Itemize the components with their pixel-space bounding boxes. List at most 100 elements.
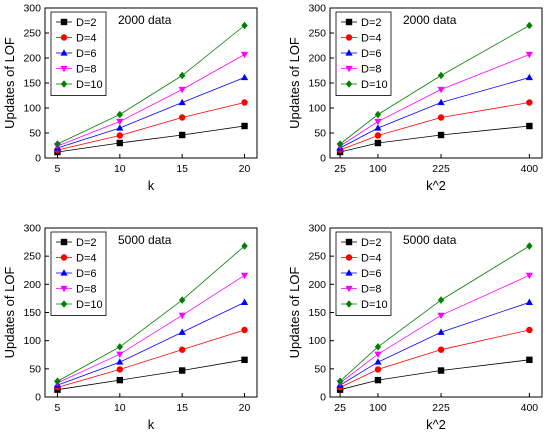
legend-marker (345, 49, 353, 56)
y-tick-label: 200 (23, 279, 41, 291)
legend-label: D=6 (76, 268, 97, 280)
y-tick-label: 200 (23, 53, 41, 65)
x-tick-label: 25 (334, 402, 346, 414)
x-tick-label: 5 (55, 402, 61, 414)
data-point-D=4 (116, 132, 124, 139)
x-axis-title: k^2 (426, 178, 446, 193)
legend-box (335, 11, 392, 96)
x-tick-label: 225 (432, 163, 450, 175)
chart-panel-2: 0 50 100 150 200 250 300 25 100 225 400 k^2 Updates … (287, 3, 543, 193)
data-point-D=10 (374, 110, 382, 119)
y-tick-label: 200 (308, 53, 326, 65)
legend-marker (60, 80, 68, 88)
legend-marker (60, 65, 68, 73)
data-point-D=4 (374, 366, 382, 373)
series-line-D=10 (57, 25, 245, 145)
legend-marker (60, 285, 68, 293)
x-tick-label: 25 (334, 163, 346, 175)
data-point-D=4 (178, 346, 186, 353)
data-point-D=4 (241, 326, 248, 334)
data-point-D=2 (241, 356, 248, 364)
x-tick-label: 400 (521, 402, 539, 414)
data-point-D=8 (437, 312, 445, 320)
series-line-D=6 (57, 77, 245, 149)
data-point-D=2 (374, 139, 382, 147)
y-tick-label: 50 (29, 128, 41, 140)
data-point-D=6 (240, 298, 249, 305)
y-tick-label: 250 (308, 251, 326, 263)
legend-marker (345, 238, 353, 246)
data-point-D=10 (336, 140, 344, 148)
legend-label: D=2 (76, 237, 97, 249)
data-point-D=6 (240, 73, 249, 81)
chart-annotation: 2000 data (403, 13, 457, 27)
legend-marker (60, 254, 68, 261)
y-tick-label: 150 (23, 78, 41, 90)
y-tick-label: 250 (23, 28, 41, 40)
data-point-D=4 (241, 99, 248, 106)
y-tick-label: 100 (23, 335, 41, 347)
legend-marker (345, 34, 353, 41)
data-point-D=2 (241, 122, 248, 130)
y-axis-title: Updates of LOF (287, 267, 302, 359)
legend-label: D=6 (76, 48, 97, 60)
y-tick-label: 50 (314, 363, 326, 375)
data-point-D=8 (374, 118, 382, 126)
data-point-D=6 (374, 124, 382, 131)
chart-annotation: 5000 data (118, 233, 172, 247)
data-point-D=6 (525, 73, 533, 81)
x-axis-title: k^2 (426, 417, 446, 432)
y-tick-label: 150 (23, 307, 41, 319)
series-line-D=4 (339, 329, 530, 388)
data-point-D=6 (437, 98, 445, 106)
data-point-D=2 (437, 131, 445, 139)
y-tick-label: 300 (308, 3, 326, 15)
data-point-D=8 (525, 51, 533, 59)
data-point-D=8 (178, 86, 186, 94)
data-point-D=10 (241, 21, 248, 30)
legend-label: D=4 (361, 253, 382, 265)
x-axis-title: k (148, 178, 155, 193)
legend-marker (345, 65, 353, 73)
legend-label: D=4 (76, 253, 97, 265)
series-line-D=2 (340, 125, 530, 153)
legend-marker (345, 18, 353, 26)
legend-marker (60, 269, 68, 276)
data-point-D=10 (241, 242, 248, 250)
data-point-D=6 (178, 98, 186, 106)
data-point-D=4 (437, 114, 445, 121)
legend-marker (345, 80, 353, 88)
data-point-D=2 (526, 356, 533, 364)
legend-marker (345, 300, 353, 308)
series-line-D=8 (339, 54, 530, 147)
data-point-D=8 (525, 272, 533, 280)
y-tick-label: 0 (320, 392, 326, 404)
data-point-D=6 (437, 328, 445, 335)
series-line-D=10 (339, 25, 530, 145)
legend-box (335, 231, 392, 316)
y-tick-label: 50 (29, 363, 41, 375)
legend-marker (60, 300, 68, 308)
legend-label: D=10 (361, 79, 388, 91)
data-point-D=10 (336, 377, 344, 386)
y-tick-label: 300 (308, 223, 326, 235)
data-point-D=8 (437, 86, 445, 94)
data-point-D=8 (116, 118, 124, 126)
series-line-D=10 (339, 245, 530, 382)
data-point-D=6 (374, 358, 382, 365)
y-tick-label: 200 (308, 279, 326, 291)
y-tick-label: 100 (23, 103, 41, 115)
data-point-D=10 (437, 71, 445, 80)
legend-label: D=8 (76, 64, 97, 76)
series-line-D=2 (57, 125, 245, 153)
y-tick-label: 50 (314, 128, 326, 140)
x-tick-label: 10 (114, 163, 126, 175)
data-point-D=4 (526, 99, 533, 106)
series-line-D=4 (57, 329, 245, 388)
y-tick-label: 300 (23, 3, 41, 15)
data-point-D=2 (374, 376, 382, 384)
x-tick-label: 15 (176, 163, 188, 175)
data-point-D=10 (526, 21, 533, 30)
data-point-D=6 (116, 358, 124, 365)
